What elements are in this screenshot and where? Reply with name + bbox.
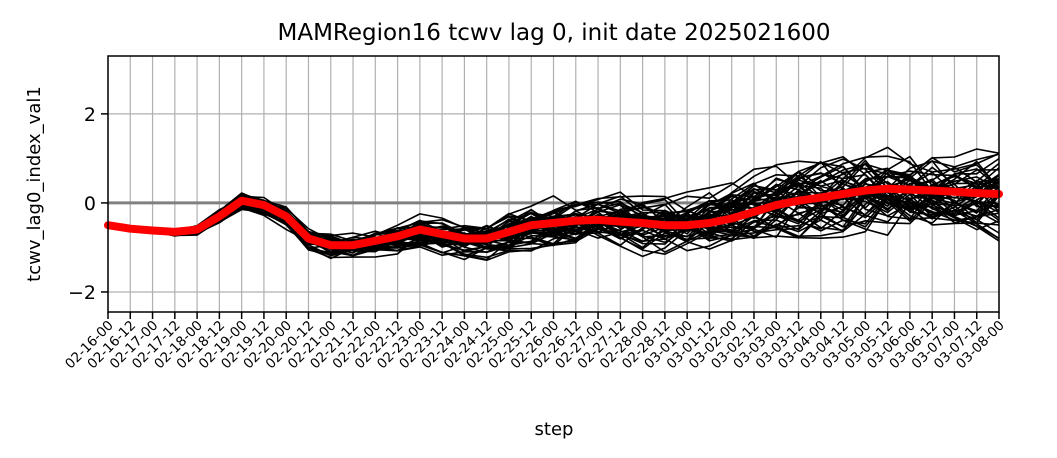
chart-title: MAMRegion16 tcwv lag 0, init date 202502… [278, 20, 831, 46]
ensemble-member-line [107, 170, 1000, 254]
x-axis: 02-16-0002-16-1202-17-0002-17-1202-18-00… [62, 312, 1008, 372]
y-axis-label: tcwv_lag0_index_val1 [24, 86, 45, 282]
y-tick-label: 0 [84, 193, 96, 215]
x-axis-label: step [535, 419, 574, 440]
y-tick-label: 2 [84, 104, 96, 126]
grid [107, 56, 1000, 312]
mean-series-line [104, 184, 1003, 250]
y-tick-label: −2 [68, 282, 96, 304]
y-axis: −2 0 2 [68, 104, 108, 304]
